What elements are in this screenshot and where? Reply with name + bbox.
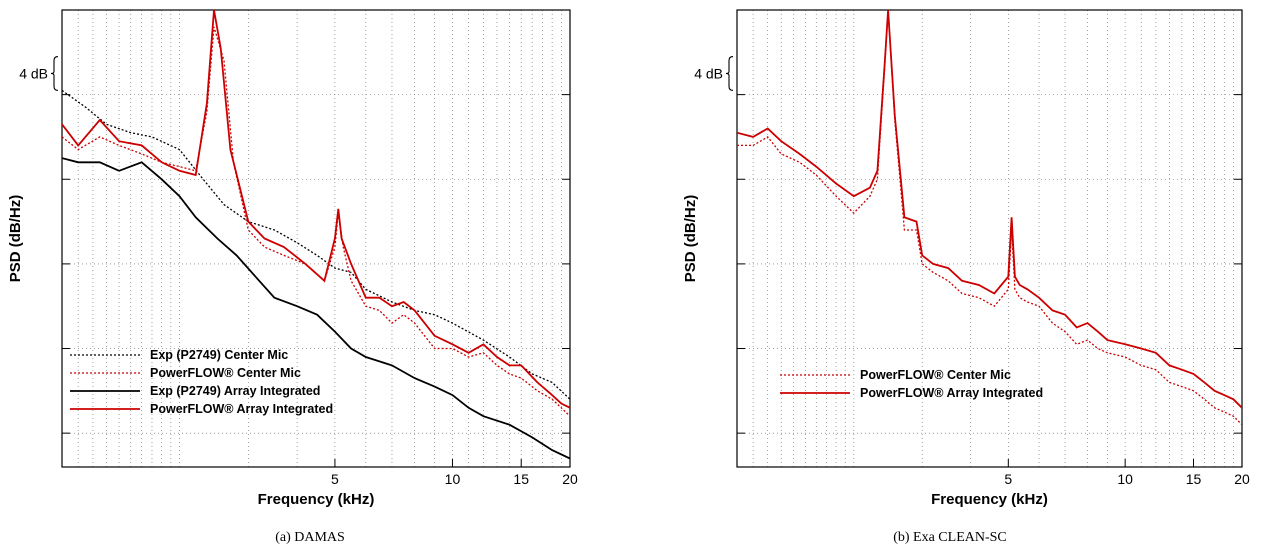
x-tick-labels: 5 10 15 20: [331, 459, 578, 487]
caption-damas: (a) DAMAS: [0, 530, 620, 546]
x-tick-label: 10: [1117, 471, 1133, 487]
legend-label: PowerFLOW® Center Mic: [860, 368, 1011, 382]
chart-panel-clean-sc: 5 10 15 20 Frequency (kHz) PSD (dB/Hz) 4 dB Pow…: [640, 0, 1260, 555]
caption-clean-sc-text: (b) Exa CLEAN-SC: [893, 530, 1007, 545]
legend-label: PowerFLOW® Center Mic: [150, 366, 301, 380]
legend-label: Exp (P2749) Array Integrated: [150, 384, 320, 398]
x-tick-label: 10: [445, 471, 461, 487]
caption-clean-sc: (b) Exa CLEAN-SC: [640, 530, 1260, 546]
legend-label: Exp (P2749) Center Mic: [150, 348, 288, 362]
series-line-2: [62, 26, 570, 417]
series-line-3: [62, 157, 570, 460]
series-group: [737, 10, 1242, 426]
x-axis-title: Frequency (kHz): [258, 491, 375, 508]
legend: PowerFLOW® Center Mic PowerFLOW® Array In…: [780, 368, 1043, 400]
plot-frame: [61, 9, 571, 468]
series-line-4: [62, 10, 570, 409]
db-scale-label: 4 dB: [694, 65, 723, 81]
legend: Exp (P2749) Center Mic PowerFLOW® Center …: [70, 348, 333, 416]
y-axis-title: PSD (dB/Hz): [682, 195, 699, 283]
x-tick-label: 20: [562, 471, 578, 487]
chart-svg-damas: 5 10 15 20 Frequency (kHz) PSD (dB/Hz) 4 dB Exp…: [7, 9, 578, 508]
x-tick-label: 15: [1186, 471, 1202, 487]
chart-panel-damas: 5 10 15 20 Frequency (kHz) PSD (dB/Hz) 4 dB Exp…: [0, 0, 620, 555]
series-line-2: [737, 10, 1242, 409]
plot-frame: [736, 9, 1243, 468]
legend-label: PowerFLOW® Array Integrated: [150, 402, 333, 416]
caption-damas-text: (a) DAMAS: [275, 530, 345, 545]
y-axis-title: PSD (dB/Hz): [7, 195, 24, 283]
x-axis-title: Frequency (kHz): [931, 491, 1048, 508]
series-group: [62, 10, 570, 460]
db-scale-brace: [50, 55, 59, 91]
x-tick-label: 5: [331, 471, 339, 487]
grid: [62, 9, 571, 467]
x-tick-labels: 5 10 15 20: [1004, 459, 1250, 487]
db-scale-brace: [725, 55, 734, 91]
chart-svg-clean-sc: 5 10 15 20 Frequency (kHz) PSD (dB/Hz) 4 dB Pow…: [682, 9, 1250, 508]
x-tick-label: 5: [1004, 471, 1012, 487]
db-scale-label: 4 dB: [19, 65, 48, 81]
x-tick-label: 15: [513, 471, 529, 487]
legend-label: PowerFLOW® Array Integrated: [860, 386, 1043, 400]
x-tick-label: 20: [1234, 471, 1250, 487]
